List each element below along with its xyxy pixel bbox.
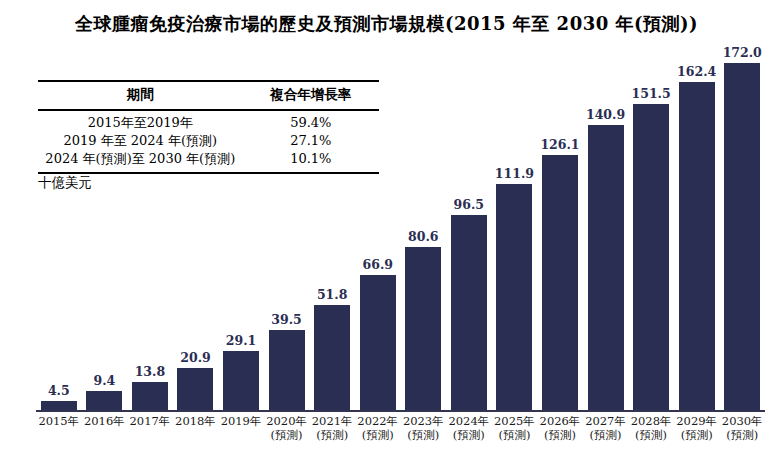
- chart-title: 全球腫瘤免疫治療市場的歷史及預測市場規模(2015 年至 2030 年(預測)): [0, 12, 773, 36]
- bar: [360, 275, 396, 410]
- plot-area: 4.5 9.4 13.8 20.9 29.1 39.5 51.8 66.9 80.6 96.5 11…: [36, 42, 765, 412]
- bar-value-label: 29.1: [226, 334, 256, 348]
- bar-value-label: 51.8: [317, 288, 347, 302]
- x-axis-label: 2024年(預測): [446, 414, 492, 442]
- x-axis-forecast-tag: (預測): [628, 428, 674, 442]
- x-axis-year: 2028年: [628, 414, 674, 428]
- bar-column: 29.1: [218, 334, 264, 410]
- bar: [451, 215, 487, 410]
- x-axis-year: 2030年: [719, 414, 765, 428]
- bar-column: 13.8: [127, 365, 173, 410]
- x-axis-label: 2026年(預測): [537, 414, 583, 442]
- bar-value-label: 96.5: [454, 198, 484, 212]
- x-axis-label: 2023年(預測): [401, 414, 447, 442]
- bar-value-label: 111.9: [495, 167, 534, 181]
- bar-value-label: 126.1: [540, 138, 579, 152]
- x-axis-year: 2029年: [674, 414, 720, 428]
- bar: [223, 351, 259, 410]
- x-axis-label: 2018年: [173, 414, 219, 442]
- x-axis-forecast-tag: (預測): [446, 428, 492, 442]
- bar: [588, 125, 624, 410]
- bar-value-label: 80.6: [408, 230, 438, 244]
- x-axis-forecast-tag: (預測): [719, 428, 765, 442]
- bar: [41, 401, 77, 410]
- bar-value-label: 20.9: [180, 351, 210, 365]
- bar-column: 162.4: [674, 65, 720, 410]
- bar-value-label: 4.5: [48, 384, 70, 398]
- x-axis-forecast-tag: (預測): [492, 428, 538, 442]
- x-axis-label: 2027年(預測): [583, 414, 629, 442]
- x-axis-label: 2030年(預測): [719, 414, 765, 442]
- x-axis-year: 2021年: [309, 414, 355, 428]
- x-axis-label: 2016年: [82, 414, 128, 442]
- x-axis-forecast-tag: (預測): [264, 428, 310, 442]
- x-axis-label: 2029年(預測): [674, 414, 720, 442]
- x-axis-year: 2016年: [82, 414, 128, 428]
- x-axis-label: 2021年(預測): [309, 414, 355, 442]
- x-axis-forecast-tag: (預測): [583, 428, 629, 442]
- x-axis-year: 2025年: [492, 414, 538, 428]
- x-axis-year: 2023年: [401, 414, 447, 428]
- x-axis-label: 2022年(預測): [355, 414, 401, 442]
- x-axis-year: 2015年: [36, 414, 82, 428]
- bar-column: 172.0: [719, 46, 765, 410]
- bar: [314, 305, 350, 410]
- x-axis-year: 2019年: [218, 414, 264, 428]
- x-axis-label: 2028年(預測): [628, 414, 674, 442]
- bar: [405, 247, 441, 410]
- bar: [542, 155, 578, 410]
- bar-value-label: 140.9: [586, 108, 625, 122]
- x-axis-year: 2026年: [537, 414, 583, 428]
- x-axis-year: 2017年: [127, 414, 173, 428]
- bar: [496, 184, 532, 410]
- x-axis-forecast-tag: (預測): [309, 428, 355, 442]
- bar: [679, 82, 715, 410]
- bar-column: 20.9: [173, 351, 219, 410]
- x-axis-forecast-tag: (預測): [401, 428, 447, 442]
- bar-column: 80.6: [401, 230, 447, 410]
- x-axis-year: 2024年: [446, 414, 492, 428]
- bar-column: 126.1: [537, 138, 583, 410]
- bar-value-label: 13.8: [135, 365, 165, 379]
- x-axis-label: 2025年(預測): [492, 414, 538, 442]
- bar-value-label: 172.0: [723, 46, 762, 60]
- bar-column: 111.9: [492, 167, 538, 410]
- bar-column: 4.5: [36, 384, 82, 410]
- x-axis-label: 2019年: [218, 414, 264, 442]
- x-axis-year: 2018年: [173, 414, 219, 428]
- bar-column: 66.9: [355, 258, 401, 410]
- bar: [177, 368, 213, 410]
- bar: [724, 63, 760, 410]
- x-axis-label: 2015年: [36, 414, 82, 442]
- bar-value-label: 162.4: [677, 65, 716, 79]
- bar-column: 151.5: [628, 87, 674, 410]
- bar-value-label: 66.9: [362, 258, 392, 272]
- x-axis-year: 2027年: [583, 414, 629, 428]
- x-axis-labels: 2015年2016年2017年2018年2019年2020年(預測)2021年(…: [36, 414, 765, 442]
- x-axis-year: 2022年: [355, 414, 401, 428]
- bar-column: 96.5: [446, 198, 492, 410]
- x-axis-forecast-tag: (預測): [674, 428, 720, 442]
- bar-value-label: 39.5: [271, 313, 301, 327]
- x-axis-year: 2020年: [264, 414, 310, 428]
- bar: [132, 382, 168, 410]
- x-axis-forecast-tag: (預測): [537, 428, 583, 442]
- x-axis-label: 2020年(預測): [264, 414, 310, 442]
- chart-page: 全球腫瘤免疫治療市場的歷史及預測市場規模(2015 年至 2030 年(預測))…: [0, 0, 773, 453]
- bar: [86, 391, 122, 410]
- bar: [269, 330, 305, 410]
- bar: [633, 104, 669, 410]
- bar-column: 51.8: [309, 288, 355, 410]
- bar-column: 140.9: [583, 108, 629, 410]
- bar-column: 9.4: [82, 374, 128, 410]
- x-axis-label: 2017年: [127, 414, 173, 442]
- bar-column: 39.5: [264, 313, 310, 410]
- bar-value-label: 151.5: [632, 87, 671, 101]
- x-axis-forecast-tag: (預測): [355, 428, 401, 442]
- bar-value-label: 9.4: [93, 374, 115, 388]
